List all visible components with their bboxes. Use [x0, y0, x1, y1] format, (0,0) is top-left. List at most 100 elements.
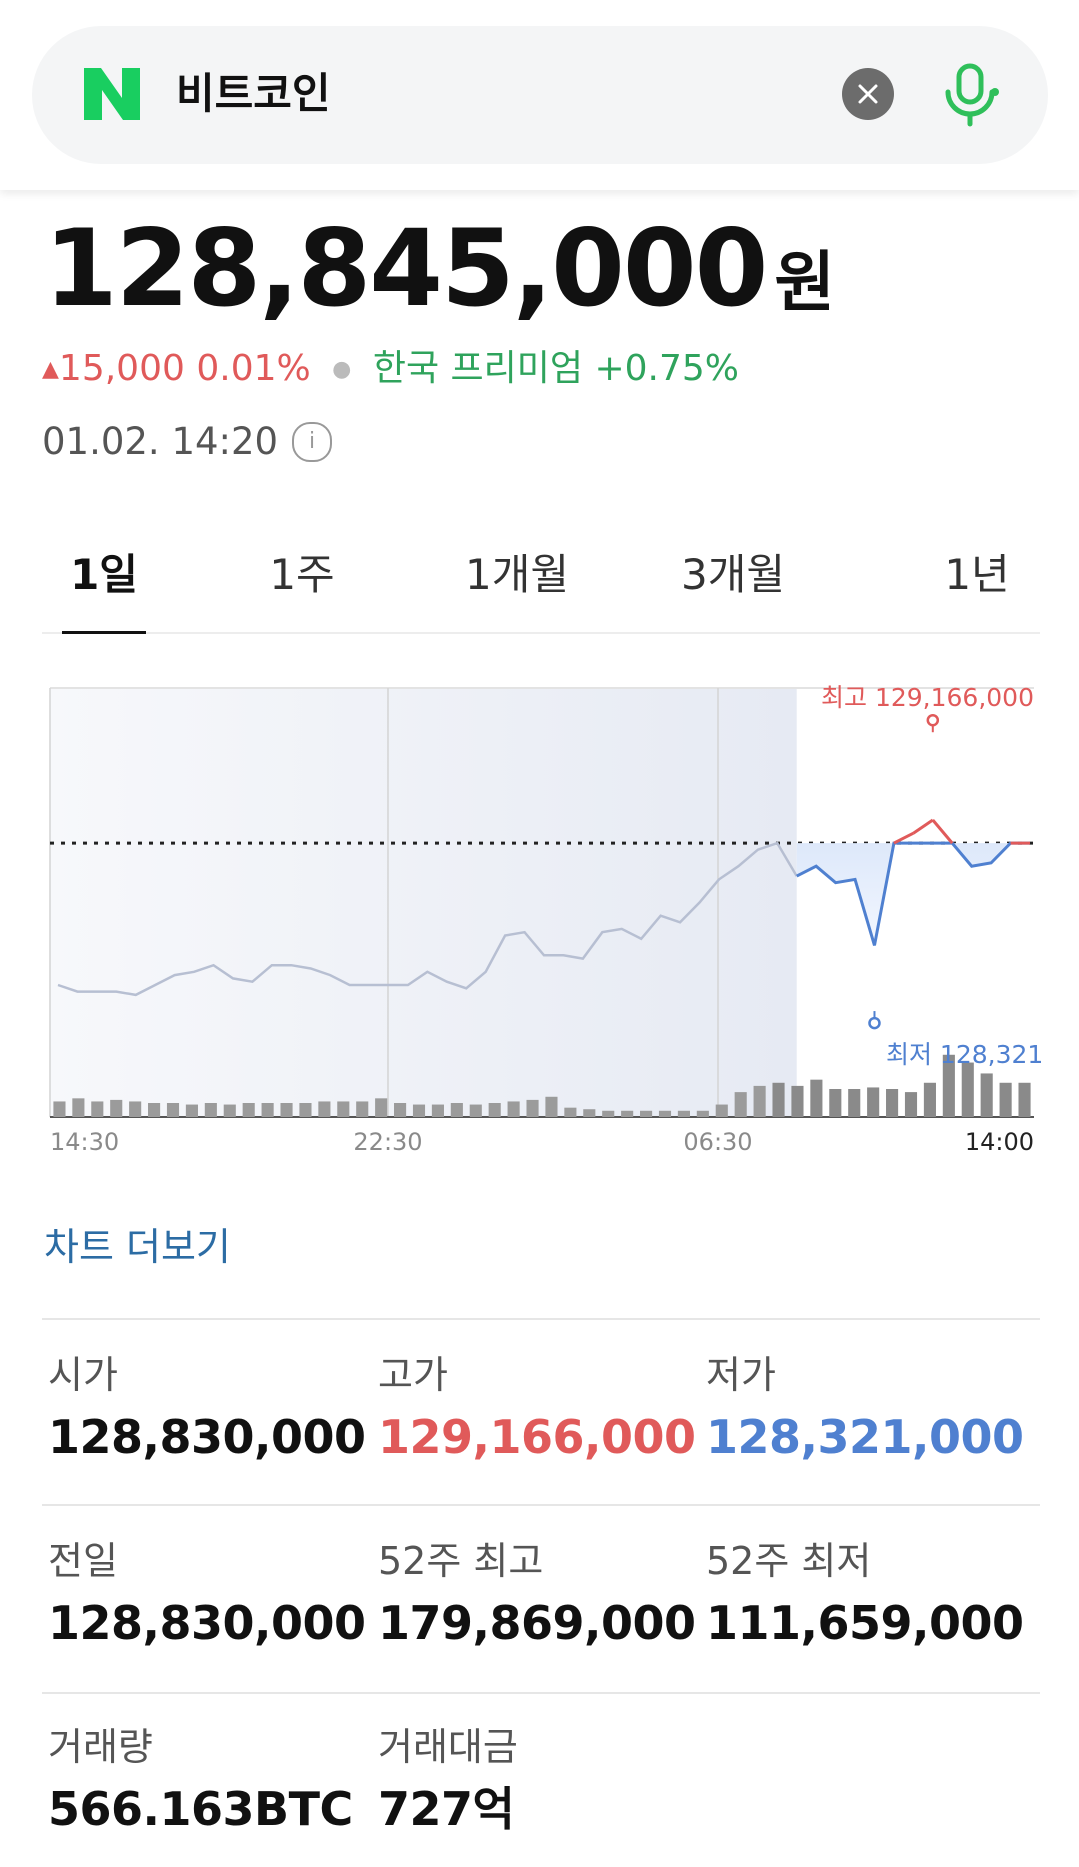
- volume-bar: [640, 1110, 653, 1117]
- volume-bar: [299, 1103, 312, 1117]
- volume-bar: [772, 1082, 785, 1117]
- tab-1year[interactable]: 1년: [944, 550, 1010, 599]
- volume-bar: [280, 1103, 293, 1117]
- stat-value-open: 128,830,000: [48, 1410, 366, 1464]
- tab-1day[interactable]: 1일: [62, 540, 146, 634]
- microphone-icon[interactable]: [940, 62, 1000, 128]
- stat-label-high: 고가: [378, 1353, 448, 1397]
- volume-bar: [999, 1082, 1012, 1117]
- volume-bar: [469, 1104, 482, 1117]
- x-tick-label: 14:00: [965, 1128, 1034, 1156]
- volume-bar: [185, 1104, 198, 1117]
- info-icon[interactable]: i: [292, 422, 333, 462]
- volume-bar: [961, 1062, 974, 1117]
- volume-bar: [942, 1054, 955, 1117]
- volume-bar: [886, 1089, 899, 1117]
- low-label: 최저 128,321,000: [886, 1040, 1044, 1069]
- volume-bar: [394, 1103, 407, 1117]
- divider: [42, 1504, 1040, 1506]
- volume-bar: [658, 1110, 672, 1117]
- stat-value-52w-low: 111,659,000: [706, 1596, 1024, 1650]
- chart-shaded-region: [50, 688, 797, 1117]
- price-line-above: [931, 819, 954, 845]
- volume-bar: [431, 1104, 444, 1117]
- volume-bar: [564, 1107, 577, 1117]
- close-icon[interactable]: [842, 68, 894, 120]
- volume-bar: [696, 1110, 709, 1117]
- price-change-line: ▲15,000 0.01% ● 한국 프리미엄 +0.75%: [42, 346, 739, 393]
- volume-bar: [204, 1103, 217, 1117]
- price-line-below: [796, 841, 1030, 946]
- volume-bar: [526, 1099, 539, 1117]
- volume-bar: [734, 1092, 747, 1117]
- volume-bar: [791, 1085, 804, 1117]
- chart-more-link[interactable]: 차트 더보기: [44, 1225, 231, 1269]
- change-percent: 0.01%: [196, 348, 311, 389]
- search-input[interactable]: 비트코인: [176, 69, 331, 118]
- high-label: 최고 129,166,000: [821, 683, 1034, 712]
- volume-bar: [129, 1101, 142, 1117]
- current-price: 128,845,000 원: [44, 204, 835, 348]
- volume-bar: [507, 1101, 520, 1117]
- volume-bar: [261, 1103, 274, 1117]
- volume-bar: [91, 1101, 104, 1117]
- volume-bar: [848, 1089, 861, 1117]
- volume-bar: [488, 1103, 501, 1117]
- tab-1week[interactable]: 1주: [269, 550, 335, 599]
- volume-bar: [545, 1096, 558, 1117]
- volume-bar: [166, 1103, 180, 1117]
- volume-bar: [318, 1101, 331, 1117]
- volume-bar: [53, 1101, 66, 1117]
- stat-label-52w-high: 52주 최고: [378, 1539, 544, 1583]
- change-amount: 15,000: [58, 348, 185, 389]
- volume-bar: [356, 1101, 369, 1117]
- tab-1month[interactable]: 1개월: [464, 550, 569, 599]
- search-header: 비트코인: [0, 0, 1079, 190]
- divider: [42, 1318, 1040, 1320]
- stat-value-prev-close: 128,830,000: [48, 1596, 366, 1650]
- volume-bar: [1018, 1082, 1031, 1117]
- stat-value-volume: 566.163BTC: [48, 1782, 353, 1836]
- price-value: 128,845,000: [44, 207, 768, 330]
- volume-bar: [110, 1099, 123, 1117]
- stat-label-open: 시가: [48, 1353, 118, 1397]
- stat-value-low: 128,321,000: [706, 1410, 1024, 1464]
- price-chart[interactable]: 최고 129,166,000 최저 128,321,000 14:30 22:30 06…: [44, 680, 1044, 1160]
- volume-bar: [72, 1098, 85, 1117]
- volume-bar: [223, 1104, 236, 1117]
- low-marker: [868, 1016, 881, 1030]
- volume-bar: [602, 1110, 615, 1117]
- x-tick-label: 22:30: [353, 1128, 422, 1156]
- volume-bar: [677, 1110, 690, 1117]
- price-line-above: [912, 818, 934, 835]
- volume-bar: [980, 1073, 993, 1117]
- high-marker: [926, 713, 940, 727]
- stat-value-high: 129,166,000: [378, 1410, 696, 1464]
- volume-bar: [715, 1104, 728, 1117]
- divider: [42, 1692, 1040, 1694]
- stat-label-prev-close: 전일: [48, 1539, 118, 1583]
- price-area-below: [796, 843, 1030, 946]
- stat-value-trade-value: 727억: [378, 1782, 515, 1836]
- volume-bar: [904, 1092, 918, 1117]
- volume-bar: [412, 1104, 426, 1117]
- separator-dot: ●: [332, 357, 352, 382]
- x-tick-label: 14:30: [50, 1128, 119, 1156]
- price-line-past: [57, 841, 798, 997]
- up-triangle-icon: ▲: [42, 357, 59, 382]
- stat-value-52w-high: 179,869,000: [378, 1596, 696, 1650]
- stat-label-low: 저가: [706, 1353, 776, 1397]
- tab-3month[interactable]: 3개월: [680, 550, 785, 599]
- volume-bar: [923, 1082, 936, 1117]
- stat-label-trade-value: 거래대금: [378, 1725, 518, 1769]
- naver-logo[interactable]: [82, 66, 142, 122]
- volume-bar: [810, 1079, 823, 1117]
- volume-bar: [337, 1101, 350, 1117]
- volume-bar: [753, 1085, 766, 1117]
- premium-label: 한국 프리미엄: [372, 348, 583, 389]
- x-tick-label: 06:30: [683, 1128, 752, 1156]
- volume-bar: [375, 1098, 388, 1117]
- price-unit: 원: [774, 244, 835, 321]
- volume-bar: [867, 1087, 880, 1117]
- stat-label-volume: 거래량: [48, 1725, 153, 1769]
